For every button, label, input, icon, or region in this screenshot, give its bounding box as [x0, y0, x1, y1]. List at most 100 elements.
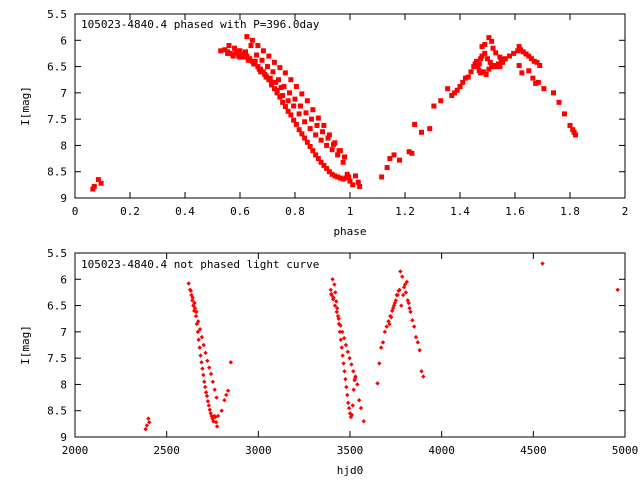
phased-data-point — [226, 43, 232, 49]
phased-data-point — [244, 53, 250, 59]
phased-data-point — [251, 61, 257, 67]
unphased-data-point — [143, 426, 148, 432]
phased-data-point — [278, 85, 284, 91]
phased-data-point — [258, 69, 264, 75]
unphased-data-point — [144, 423, 150, 428]
unphased-data-point — [196, 337, 201, 342]
unphased-data-point — [344, 384, 349, 390]
unphased-data-point — [200, 366, 205, 371]
unphased-data-point — [147, 420, 152, 425]
phased-data-point — [310, 107, 316, 113]
phased-x-tick-label: 2 — [622, 205, 629, 218]
unphased-data-point — [392, 300, 398, 306]
phased-data-point — [273, 79, 279, 85]
phased-data-point — [485, 56, 490, 62]
phased-data-point — [313, 132, 319, 138]
unphased-data-point — [421, 374, 426, 379]
unphased-data-point — [197, 327, 203, 332]
phased-data-point — [530, 75, 536, 81]
unphased-data-point — [332, 303, 338, 308]
unphased-data-point — [328, 287, 333, 292]
unphased-y-tick-label: 7.5 — [47, 352, 67, 365]
unphased-data-point — [350, 403, 355, 408]
phased-data-point — [570, 127, 576, 133]
phased-data-point — [454, 87, 460, 93]
unphased-data-point — [334, 306, 340, 311]
unphased-data-points — [143, 261, 620, 432]
phased-data-point — [337, 175, 343, 181]
phased-data-point — [307, 143, 313, 149]
unphased-data-point — [407, 306, 412, 311]
phased-data-point — [293, 121, 299, 127]
phased-x-tick-label: 1.8 — [560, 205, 580, 218]
unphased-data-point — [194, 309, 199, 315]
phased-data-point — [285, 98, 291, 104]
phased-y-tick-label: 7.5 — [47, 113, 67, 126]
phased-data-point — [397, 157, 402, 163]
phased-data-point — [307, 126, 313, 132]
unphased-data-point — [375, 381, 380, 386]
unphased-data-point — [411, 324, 417, 329]
unphased-data-point — [334, 309, 339, 315]
unphased-data-point — [342, 369, 347, 374]
unphased-data-point — [399, 303, 404, 308]
phased-data-point — [460, 79, 466, 85]
unphased-data-point — [329, 291, 334, 297]
unphased-data-point — [332, 282, 337, 287]
unphased-x-tick-label: 2000 — [62, 444, 89, 457]
unphased-data-point — [346, 405, 352, 411]
phased-data-point — [337, 148, 343, 154]
unphased-data-point — [405, 298, 410, 303]
phased-data-point — [534, 59, 540, 65]
phased-data-point — [511, 50, 517, 56]
unphased-data-point — [199, 334, 205, 340]
phased-data-point — [342, 154, 347, 160]
unphased-x-tick-label: 4500 — [520, 444, 547, 457]
phased-data-points — [90, 34, 578, 192]
phased-data-point — [457, 84, 463, 90]
unphased-data-point — [336, 316, 341, 321]
phased-y-tick-label: 7 — [60, 87, 67, 100]
phased-data-point — [497, 64, 503, 70]
unphased-x-ticks: 2000 2500 3000 3500 4000 4500 5000 — [62, 253, 638, 457]
unphased-data-point — [334, 299, 339, 304]
phased-data-point — [265, 64, 270, 70]
unphased-data-point — [345, 349, 350, 355]
phased-data-point — [243, 49, 248, 55]
unphased-y-tick-label: 9 — [60, 431, 67, 444]
phased-data-point — [321, 162, 327, 168]
phased-x-tick-label: 0.2 — [120, 205, 140, 218]
unphased-data-point — [202, 384, 208, 390]
phased-data-point — [335, 174, 341, 180]
unphased-data-point — [186, 281, 191, 286]
phased-data-point — [276, 77, 281, 83]
phased-data-point — [526, 68, 532, 74]
unphased-y-ticks: 5.5 6 6.5 7 7.5 8 8.5 9 — [47, 247, 625, 444]
unphased-data-point — [201, 342, 206, 348]
phased-y-tick-label: 5.5 — [47, 8, 67, 21]
phased-data-point — [233, 50, 239, 56]
unphased-data-point — [413, 334, 419, 340]
phased-data-point — [350, 182, 356, 188]
unphased-data-point — [192, 300, 197, 306]
phased-data-point — [287, 90, 292, 96]
unphased-data-point — [203, 390, 209, 395]
phased-x-tick-label: 1.6 — [505, 205, 525, 218]
phased-data-point — [357, 183, 363, 189]
phased-data-point — [304, 98, 310, 104]
unphased-data-point — [400, 274, 405, 279]
phased-data-point — [496, 61, 501, 67]
phased-data-point — [91, 183, 97, 189]
phased-data-point — [325, 135, 331, 141]
phased-data-point — [515, 48, 521, 54]
phased-data-point — [427, 126, 433, 132]
phased-data-point — [293, 84, 299, 90]
unphased-data-point — [199, 360, 204, 365]
phased-data-point — [573, 132, 578, 138]
phased-data-point — [262, 71, 268, 77]
phased-data-point — [409, 150, 415, 156]
unphased-data-point — [377, 361, 382, 366]
phased-data-point — [267, 75, 273, 81]
